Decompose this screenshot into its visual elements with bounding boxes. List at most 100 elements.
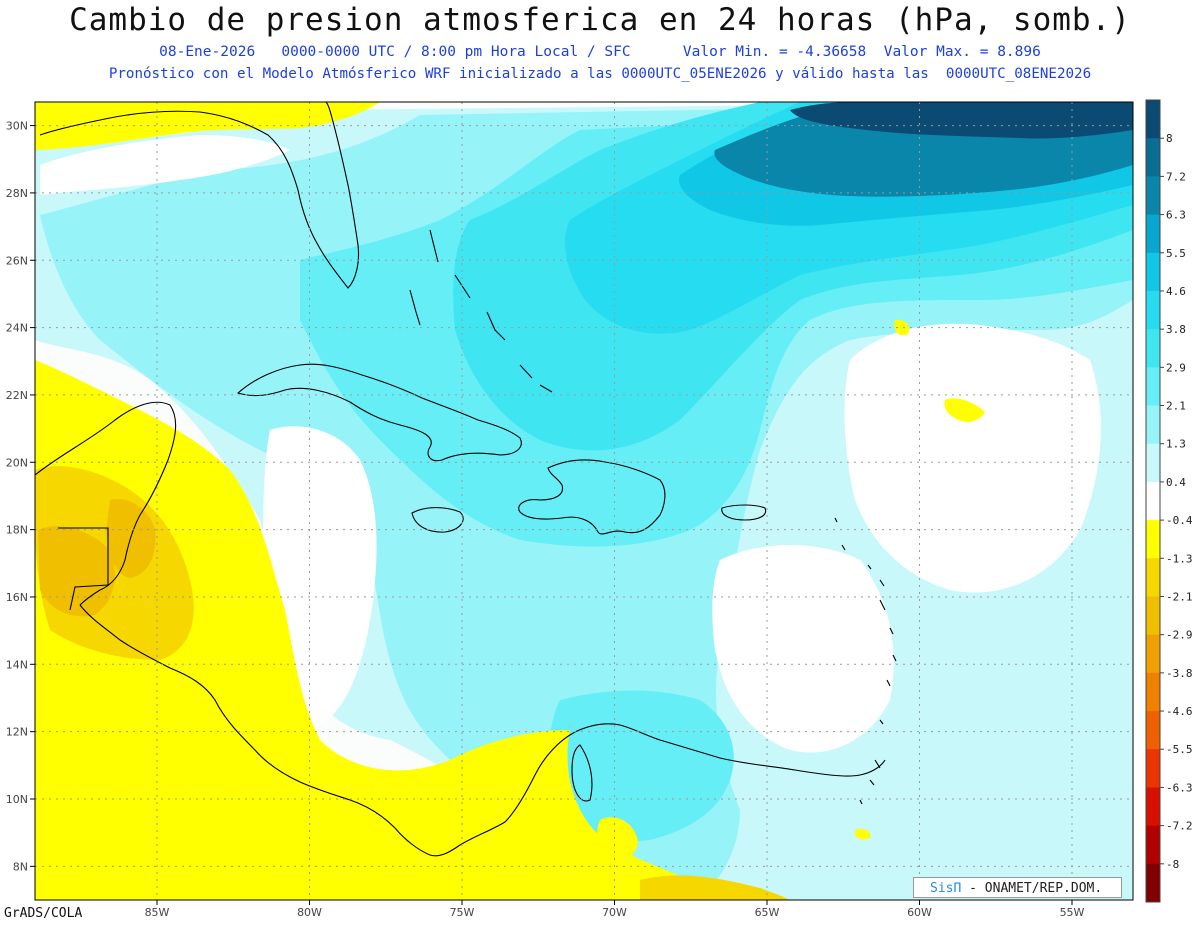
field-yellow-trinidad — [854, 828, 871, 840]
colorbar-label: -3.8 — [1166, 667, 1193, 680]
colorbar-swatch — [1146, 329, 1160, 368]
lat-tick-label: 18N — [6, 524, 28, 537]
colorbar-swatch — [1146, 138, 1160, 177]
coast-us-gulf — [39, 102, 360, 289]
colorbar-label: 4.6 — [1166, 285, 1186, 298]
lat-tick-label: 28N — [6, 187, 28, 200]
colorbar-swatch — [1146, 596, 1160, 636]
grads-footer: GrADS/COLA — [4, 906, 83, 921]
colorbar-label: -2.9 — [1166, 629, 1193, 642]
colorbar-label: -2.1 — [1166, 590, 1193, 603]
colorbar-swatch — [1146, 405, 1160, 445]
credit-text: - ONAMET/REP.DOM. — [961, 881, 1103, 896]
coast-lesser-antilles — [834, 517, 897, 805]
colorbar-label: 6.3 — [1166, 209, 1186, 222]
lat-tick-label: 30N — [6, 120, 28, 133]
coastlines — [35, 102, 897, 857]
colorbar-swatch — [1146, 634, 1160, 674]
sis-logo: SisΠ — [930, 881, 962, 896]
lat-tick-label: 24N — [6, 322, 28, 335]
colorbar-swatch — [1146, 252, 1160, 292]
coast-hispaniola — [518, 459, 666, 535]
field-white-northeast — [844, 323, 1101, 593]
lat-tick-label: 16N — [6, 591, 28, 604]
lon-tick-label: 70W — [602, 906, 627, 919]
lon-tick-label: 65W — [755, 906, 780, 919]
field-yellow-venezuela — [513, 769, 560, 856]
colorbar-label: -0.4 — [1166, 514, 1193, 527]
colorbar-swatch — [1146, 672, 1160, 712]
lat-tick-label: 26N — [6, 254, 28, 267]
chart-title: Cambio de presion atmosferica en 24 hora… — [69, 2, 1131, 38]
onamet-credit: SisΠ - ONAMET/REP.DOM. — [913, 877, 1122, 898]
coast-cuba — [236, 363, 522, 462]
colorbar-label: -6.3 — [1166, 781, 1193, 794]
lon-tick-label: 60W — [907, 906, 932, 919]
colorbar-label: 5.5 — [1166, 247, 1186, 260]
colorbar-label: -7.2 — [1166, 820, 1193, 833]
field-darkest-blue — [790, 102, 1133, 139]
field-yellow-ne-blob — [944, 398, 985, 422]
lat-tick-label: 20N — [6, 456, 28, 469]
colorbar-label: 1.3 — [1166, 438, 1186, 451]
lat-tick-label: 10N — [6, 793, 28, 806]
field-yellow-se-corner — [640, 875, 790, 900]
gridlines — [35, 102, 1133, 900]
colorbar-label: 0.4 — [1166, 476, 1186, 489]
lon-tick-label: 55W — [1060, 906, 1085, 919]
chart-subtitle-date-range: 08-Ene-2026 0000-0000 UTC / 8:00 pm Hora… — [159, 44, 1041, 60]
colorbar-swatch — [1146, 100, 1160, 139]
colorbar-label: 2.9 — [1166, 361, 1186, 374]
colorbar-swatch — [1146, 176, 1160, 216]
colorbar-label: 3.8 — [1166, 323, 1186, 336]
lon-tick-label: 80W — [297, 906, 322, 919]
lat-tick-labels: 30N 28N 26N 24N 22N 20N 18N 16N 14N 12N 10N 8N — [6, 120, 35, 873]
colorbar-swatch — [1146, 558, 1160, 597]
colorbar-swatch — [1146, 290, 1160, 330]
field-yellow-west — [35, 360, 720, 900]
colorbar-swatch — [1146, 787, 1160, 827]
colorbar-label: 8 — [1166, 132, 1173, 145]
colorbar-swatch — [1146, 711, 1160, 750]
field-mid-cyan-south — [548, 690, 734, 841]
colorbar-swatch — [1146, 481, 1160, 521]
lon-tick-label: 75W — [450, 906, 475, 919]
plot-frame — [34, 101, 1134, 901]
colorbar-swatch — [1146, 825, 1160, 865]
field-white-gulf — [40, 135, 290, 195]
colorbar-border — [1145, 99, 1161, 903]
border-mexico-guatemala — [58, 527, 109, 611]
lon-tick-labels: 85W 80W 75W 70W 65W 60W 55W — [145, 900, 1085, 919]
colorbar-label: 2.1 — [1166, 400, 1186, 413]
coast-jamaica — [411, 507, 464, 533]
coast-panama-colombia — [459, 723, 886, 846]
colorbar-swatch — [1146, 863, 1160, 903]
colorbar-label: 7.2 — [1166, 170, 1186, 183]
colorbar-labels: 8 7.2 6.3 5.5 4.6 3.8 2.9 2.1 1.3 0.4 -0.4 -1.3 -2.1… — [1160, 132, 1193, 871]
coast-yucatan — [35, 401, 177, 606]
lat-tick-label: 8N — [13, 860, 28, 873]
coast-central-america — [79, 604, 461, 857]
lat-tick-label: 22N — [6, 389, 28, 402]
coast-bahamas — [409, 229, 553, 393]
colorbar-label: -5.5 — [1166, 743, 1193, 756]
lat-tick-label: 12N — [6, 726, 28, 739]
colorbar-label: -8 — [1166, 858, 1179, 871]
coast-maracaibo — [571, 744, 593, 802]
field-dark-orange-guatemala — [38, 526, 115, 617]
field-yellow-venezuela2 — [597, 817, 638, 864]
lat-tick-label: 14N — [6, 658, 28, 671]
colorbar-swatch — [1146, 214, 1160, 254]
chart-subtitle-model-info: Pronóstico con el Modelo Atmósferico WRF… — [108, 66, 1092, 82]
shaded-field — [35, 102, 1133, 900]
field-yellow-north — [35, 102, 380, 150]
colorbar-label: -4.6 — [1166, 705, 1193, 718]
colorbar-swatch — [1146, 749, 1160, 788]
colorbar-label: -1.3 — [1166, 552, 1193, 565]
colorbar-swatch — [1146, 520, 1160, 559]
field-yellow-florida-e — [894, 319, 910, 336]
colorbar-swatch — [1146, 367, 1160, 407]
coast-puerto-rico — [721, 504, 767, 521]
lon-tick-label: 85W — [145, 906, 170, 919]
